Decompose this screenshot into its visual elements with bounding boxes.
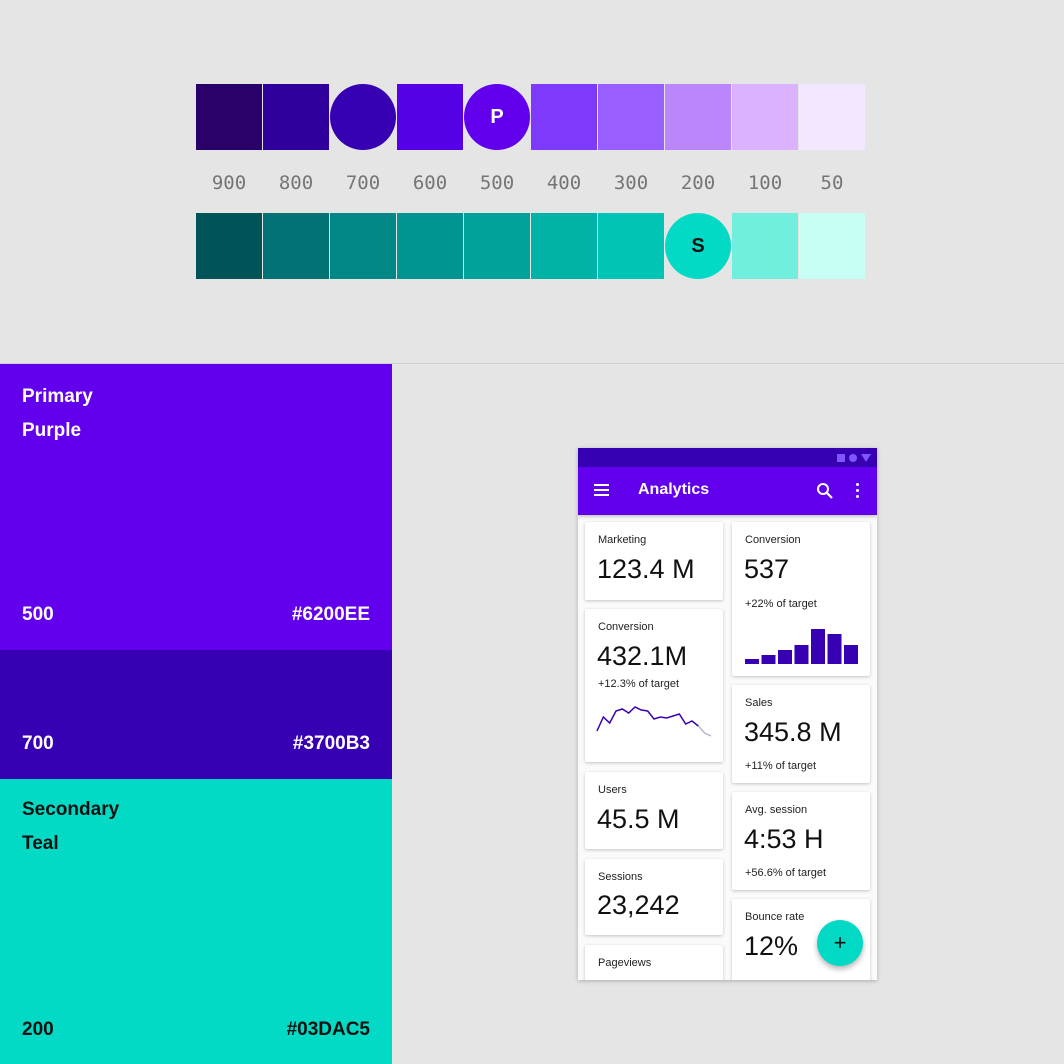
- secondary-hex: #03DAC5: [286, 1019, 370, 1040]
- sparkline-series: [596, 706, 699, 732]
- primary-swatch: [263, 84, 329, 150]
- secondary-swatch: S: [665, 213, 731, 279]
- card-value: 45.5 M: [597, 804, 680, 834]
- primary-hex: #6200EE: [291, 604, 370, 625]
- conversion-bar: [811, 629, 825, 664]
- primary-dark-hex: #3700B3: [292, 733, 370, 754]
- status-circle-icon: [849, 453, 857, 462]
- tone-labels-row: 900 800 700 600 500 400 300 200 100 50: [196, 170, 865, 196]
- primary-name-line2: Purple: [22, 420, 82, 441]
- secondary-name-line2: Teal: [22, 833, 59, 854]
- tone-label: 500: [479, 172, 515, 194]
- primary-swatch: P: [464, 84, 530, 150]
- tone-label: 900: [211, 172, 247, 194]
- primary-swatch: [799, 84, 865, 150]
- primary-swatch: [196, 84, 262, 150]
- primary-swatch: [732, 84, 798, 150]
- card-value: 432.1M: [597, 641, 688, 671]
- tone-label: 300: [613, 172, 649, 194]
- section-divider: [0, 363, 1064, 364]
- conversion-bar-chart: [745, 629, 858, 664]
- tone-label: 50: [820, 172, 844, 194]
- card-value: 123.4 M: [597, 554, 695, 584]
- card-value: 23,242: [597, 890, 680, 920]
- menu-icon[interactable]: [594, 484, 609, 496]
- secondary-swatch: [397, 213, 463, 279]
- tone-label: 400: [546, 172, 582, 194]
- app-title: Analytics: [638, 481, 710, 498]
- secondary-200-block: Secondary Teal 200 #03DAC5: [0, 779, 392, 1064]
- primary-swatch: [397, 84, 463, 150]
- sparkline-projection: [697, 725, 712, 737]
- conversion-bar: [844, 645, 858, 664]
- card-title: Avg. session: [745, 804, 808, 816]
- top-app-bar: Analytics: [578, 467, 877, 515]
- primary-swatch: [531, 84, 597, 150]
- card-title: Marketing: [598, 534, 647, 546]
- tone-label: 200: [680, 172, 716, 194]
- conversion-bar: [794, 645, 809, 664]
- card-title: Conversion: [598, 621, 654, 633]
- tone-label: 600: [412, 172, 448, 194]
- status-square-icon: [837, 453, 845, 462]
- add-icon: +: [833, 930, 847, 955]
- secondary-swatch: [732, 213, 798, 279]
- primary-500-block: Primary Purple 500 #6200EE: [0, 364, 392, 650]
- card-subtitle: +56.6% of target: [745, 867, 827, 879]
- card-sessions[interactable]: Sessions 23,242: [585, 859, 723, 935]
- tone-label: 700: [345, 172, 381, 194]
- card-value: 12%: [744, 931, 799, 961]
- status-triangle-icon: [861, 453, 871, 462]
- primary-swatch: [330, 84, 396, 150]
- card-marketing[interactable]: Marketing 123.4 M: [585, 522, 723, 600]
- primary-palette-row: P: [196, 84, 865, 150]
- card-title: Conversion: [745, 534, 801, 546]
- secondary-name-line1: Secondary: [22, 799, 120, 820]
- conversion-bar: [745, 659, 759, 664]
- primary-name-line1: Primary: [22, 386, 93, 407]
- search-icon[interactable]: [816, 482, 834, 500]
- tone-label: 800: [278, 172, 314, 194]
- secondary-swatch: [263, 213, 329, 279]
- card-subtitle: +11% of target: [745, 760, 817, 772]
- card-conversion-chart[interactable]: Conversion 432.1M +12.3% of target: [585, 609, 723, 762]
- secondary-swatch: [598, 213, 664, 279]
- card-subtitle: +12.3% of target: [598, 678, 680, 690]
- secondary-tone: 200: [22, 1019, 54, 1040]
- secondary-palette-row: S: [196, 213, 865, 279]
- card-value: 345.8 M: [744, 717, 842, 747]
- secondary-swatch: [531, 213, 597, 279]
- card-title: Pageviews: [598, 957, 652, 969]
- card-subtitle: +22% of target: [745, 598, 817, 610]
- conversion-bar: [761, 655, 776, 664]
- card-title: Users: [598, 784, 627, 796]
- card-title: Bounce rate: [745, 911, 805, 923]
- conversion-bar: [827, 634, 842, 664]
- secondary-swatch: [196, 213, 262, 279]
- conversion-sparkline: [596, 706, 712, 737]
- phone-mockup: Analytics Marketing 123.4 M Conversion 4…: [578, 448, 877, 980]
- card-sales[interactable]: Sales 345.8 M +11% of target: [732, 685, 870, 783]
- card-value: 4:53 H: [744, 824, 824, 854]
- secondary-swatch: [464, 213, 530, 279]
- card-title: Sessions: [598, 871, 643, 883]
- card-value: 537: [744, 554, 790, 584]
- primary-dark-tone: 700: [22, 733, 54, 754]
- more-vert-icon[interactable]: [854, 483, 860, 499]
- tone-label: 100: [747, 172, 783, 194]
- add-fab-button[interactable]: +: [817, 920, 863, 966]
- card-pageviews[interactable]: Pageviews: [585, 945, 723, 980]
- primary-swatch: [665, 84, 731, 150]
- conversion-bar: [778, 650, 792, 664]
- secondary-swatch: [799, 213, 865, 279]
- primary-tone: 500: [22, 604, 54, 625]
- card-title: Sales: [745, 697, 773, 709]
- primary-swatch: [598, 84, 664, 150]
- primary-700-block: 700 #3700B3: [0, 650, 392, 779]
- card-users[interactable]: Users 45.5 M: [585, 772, 723, 849]
- card-conversion-bars[interactable]: Conversion 537 +22% of target: [732, 522, 870, 676]
- card-avg-session[interactable]: Avg. session 4:53 H +56.6% of target: [732, 792, 870, 890]
- status-bar: [578, 448, 877, 467]
- secondary-swatch: [330, 213, 396, 279]
